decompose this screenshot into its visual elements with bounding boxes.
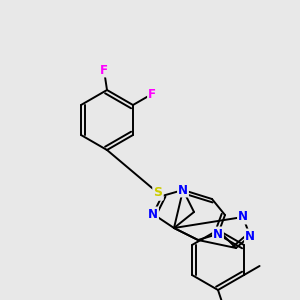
Text: N: N bbox=[238, 211, 248, 224]
Text: N: N bbox=[245, 230, 255, 242]
Text: N: N bbox=[213, 227, 223, 241]
Text: N: N bbox=[148, 208, 158, 220]
Text: F: F bbox=[100, 64, 108, 76]
Text: S: S bbox=[154, 187, 163, 200]
Text: N: N bbox=[178, 184, 188, 196]
Text: F: F bbox=[148, 88, 156, 100]
Text: S: S bbox=[154, 187, 163, 200]
